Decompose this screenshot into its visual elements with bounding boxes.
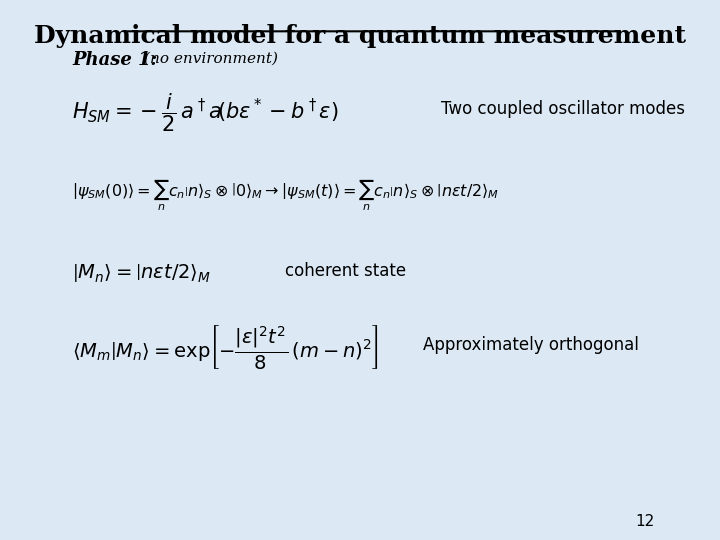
Text: Two coupled oscillator modes: Two coupled oscillator modes	[441, 100, 685, 118]
Text: Approximately orthogonal: Approximately orthogonal	[423, 336, 639, 354]
Text: 12: 12	[635, 514, 654, 529]
Text: $H_{SM} = -\dfrac{i}{2}\,a^\dagger a\!\left(b\varepsilon^* - b^\dagger\varepsilo: $H_{SM} = -\dfrac{i}{2}\,a^\dagger a\!\l…	[72, 92, 338, 134]
Text: (no environment): (no environment)	[144, 51, 278, 65]
Text: $\left|M_n\right\rangle = \left|n\varepsilon t/2\right\rangle_M$: $\left|M_n\right\rangle = \left|n\vareps…	[72, 262, 211, 284]
Text: $\left\langle M_m\middle|M_n\right\rangle = \exp\!\left[-\dfrac{|\varepsilon|^2 : $\left\langle M_m\middle|M_n\right\rangl…	[72, 324, 379, 372]
Text: $\left|\psi_{SM}(0)\right\rangle = \sum_n c_n\left|n\right\rangle_S \otimes \lef: $\left|\psi_{SM}(0)\right\rangle = \sum_…	[72, 178, 499, 213]
Text: Dynamical model for a quantum measurement: Dynamical model for a quantum measuremen…	[34, 24, 686, 48]
Text: Phase 1:: Phase 1:	[72, 51, 157, 69]
Text: coherent state: coherent state	[285, 262, 406, 280]
